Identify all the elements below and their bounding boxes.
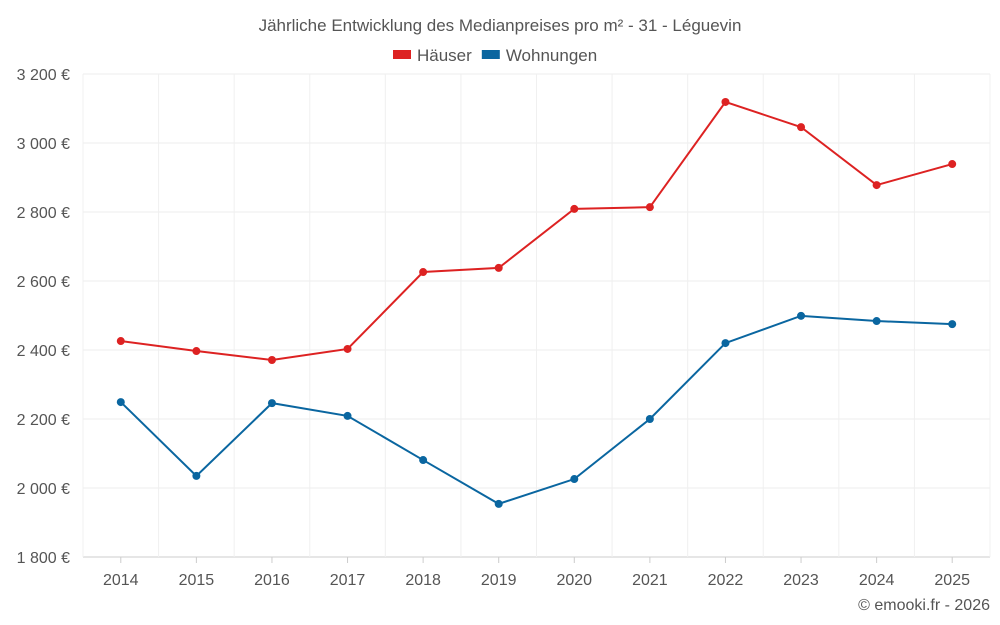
x-tick-label: 2024 [859,572,895,589]
series-wohnungen [116,311,957,508]
credit-text: © emooki.fr - 2026 [858,597,990,614]
grid [82,73,991,558]
data-point [494,263,503,272]
data-point [872,181,881,190]
data-point [721,97,730,106]
series-line [120,314,953,505]
series-häuser [116,97,957,365]
x-tick-label: 2016 [254,572,290,589]
data-point [494,499,503,508]
x-tick-label: 2023 [783,572,819,589]
data-point [872,317,881,326]
data-point [116,337,125,346]
x-tick-label: 2025 [934,572,970,589]
x-tick-label: 2021 [632,572,668,589]
x-tick-label: 2018 [405,572,441,589]
data-point [570,475,579,484]
y-tick-label: 2 800 € [17,205,70,222]
data-point [948,160,957,169]
data-point [948,320,957,329]
legend: Häuser Wohnungen [393,46,597,65]
data-point [797,311,806,320]
legend-label: Häuser [417,46,472,65]
data-point [645,415,654,423]
data-point [116,398,125,407]
data-point [419,268,428,277]
data-point [343,411,352,420]
data-point [267,356,276,365]
data-point [343,344,352,353]
y-tick-label: 2 200 € [17,412,70,429]
data-point [192,347,201,356]
y-tick-label: 1 800 € [17,550,70,567]
data-point [570,204,579,213]
data-point [797,123,806,132]
axes: 1 800 € 2 000 € 2 200 € 2 400 € 2 600 € 2 800… [17,67,970,589]
data-point [419,456,428,465]
y-tick-label: 3 000 € [17,136,70,153]
x-tick-label: 2022 [708,572,744,589]
y-tick-label: 3 200 € [17,67,70,84]
data-point [645,203,654,212]
y-tick-label: 2 600 € [17,274,70,291]
series-line [120,100,953,362]
x-tick-label: 2015 [179,572,215,589]
legend-label: Wohnungen [506,46,597,65]
x-tick-label: 2017 [330,572,366,589]
x-tick-label: 2014 [103,572,139,589]
x-tick-label: 2019 [481,572,517,589]
chart-title: Jährliche Entwicklung des Medianpreises … [259,16,742,35]
data-point [192,471,201,480]
data-point [721,339,730,348]
x-tick-label: 2020 [556,572,592,589]
y-tick-label: 2 000 € [17,481,70,498]
data-point [267,399,276,408]
legend-swatch [393,50,411,59]
series-group [116,97,957,508]
legend-swatch [481,50,500,59]
y-tick-label: 2 400 € [17,343,70,360]
